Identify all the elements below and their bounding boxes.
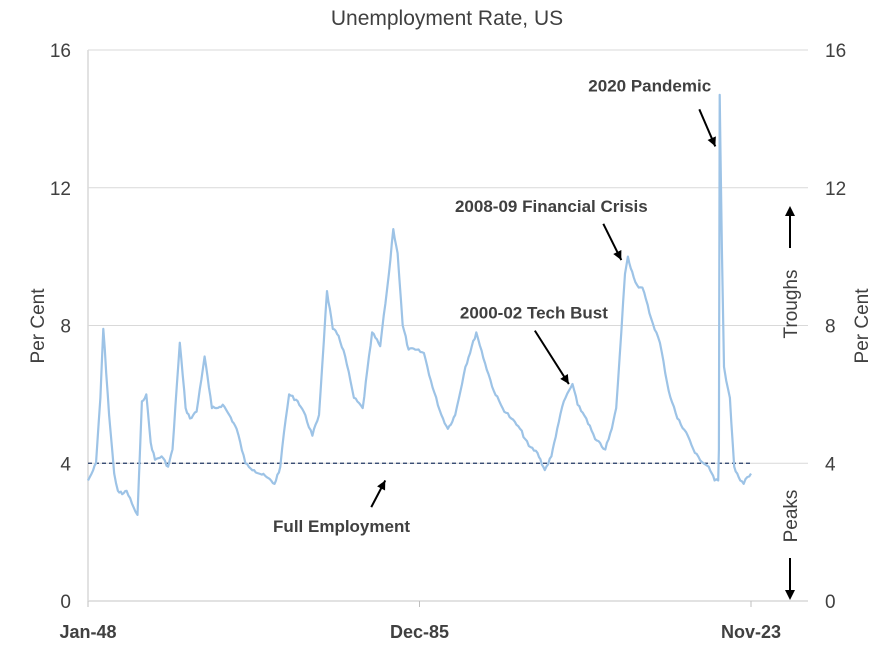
peaks-label: Peaks bbox=[781, 490, 802, 543]
y-tick-right: 12 bbox=[825, 179, 846, 200]
y-tick-left: 12 bbox=[50, 179, 71, 200]
x-tick-label: Dec-85 bbox=[390, 622, 449, 642]
x-tick-label: Jan-48 bbox=[59, 622, 116, 642]
annotation-label: 2000-02 Tech Bust bbox=[460, 304, 608, 323]
y-axis-left-label: Per Cent bbox=[28, 288, 49, 364]
unemployment-series-line bbox=[87, 93, 752, 516]
y-tick-left: 4 bbox=[60, 454, 71, 475]
y-tick-left: 8 bbox=[60, 317, 71, 338]
y-tick-right: 16 bbox=[825, 41, 846, 62]
troughs-arrow bbox=[785, 206, 795, 248]
chart-title: Unemployment Rate, US bbox=[331, 7, 563, 30]
x-axis-ticks: Jan-48 Dec-85 Nov-23 bbox=[59, 601, 781, 642]
y-axis-right-label: Per Cent bbox=[852, 288, 873, 364]
annotations: 2020 Pandemic 2008-09 Financial Crisis 200… bbox=[273, 76, 717, 536]
y-tick-right: 0 bbox=[825, 592, 836, 613]
y-tick-right: 8 bbox=[825, 317, 836, 338]
annotation-arrowhead bbox=[707, 136, 716, 147]
annotation-arrowhead bbox=[377, 480, 386, 491]
y-tick-right: 4 bbox=[825, 454, 836, 475]
annotation-arrow bbox=[534, 330, 570, 385]
annotation-arrowhead bbox=[560, 374, 569, 385]
annotation-label: Full Employment bbox=[273, 517, 410, 536]
annotation-label: 2020 Pandemic bbox=[588, 76, 711, 95]
peaks-arrow bbox=[785, 558, 795, 600]
annotation-label: 2008-09 Financial Crisis bbox=[455, 197, 648, 216]
y-axis-right-ticks: 0 4 8 12 16 bbox=[825, 41, 846, 613]
y-axis-left-ticks: 0 4 8 12 16 bbox=[50, 41, 72, 613]
y-tick-left: 0 bbox=[60, 592, 71, 613]
annotation-arrowhead bbox=[613, 250, 622, 261]
x-tick-label: Nov-23 bbox=[721, 622, 781, 642]
troughs-label: Troughs bbox=[781, 270, 802, 339]
y-tick-left: 16 bbox=[50, 41, 71, 62]
